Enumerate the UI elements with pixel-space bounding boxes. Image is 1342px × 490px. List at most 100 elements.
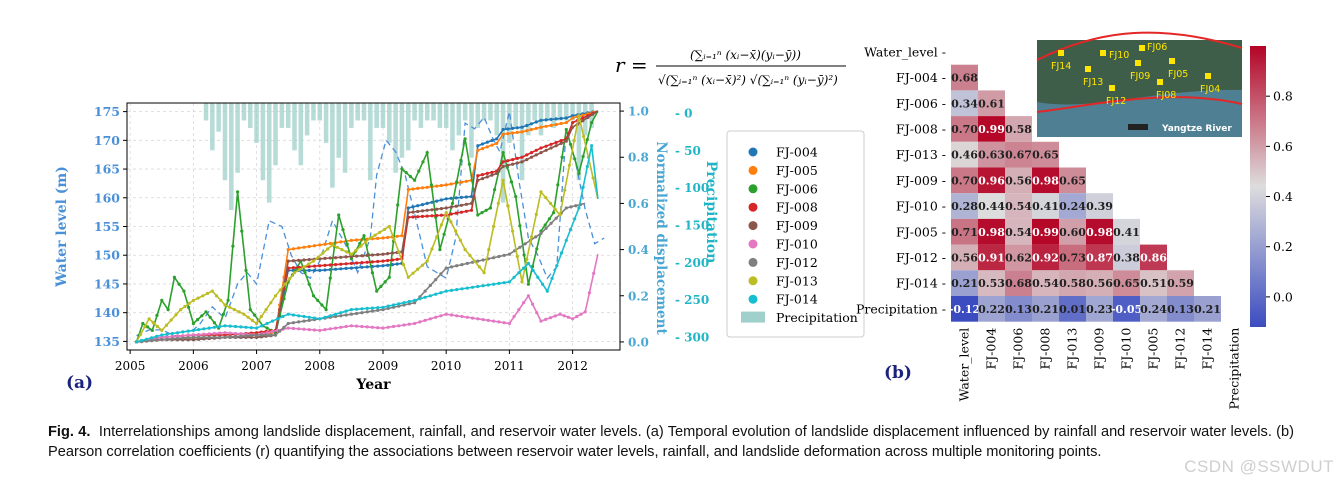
precipitation-bar xyxy=(551,103,556,128)
series-marker-FJ-012 xyxy=(255,333,259,337)
heatmap-col-label: FJ-012 xyxy=(1173,328,1188,370)
legend-marker-FJ-010 xyxy=(748,239,758,249)
series-marker-FJ-008 xyxy=(544,144,548,148)
series-marker-FJ-010 xyxy=(492,319,496,323)
series-marker-FJ-014 xyxy=(455,288,459,292)
series-marker-FJ-013 xyxy=(179,308,183,312)
legend-marker-FJ-004 xyxy=(748,147,758,157)
y-right1-tick-label: 0.2 xyxy=(628,289,649,303)
series-marker-FJ-005 xyxy=(318,243,322,247)
precipitation-bar xyxy=(374,103,379,128)
boat-icon xyxy=(1128,124,1148,130)
series-marker-FJ-014 xyxy=(444,289,448,293)
heatmap-cell xyxy=(1032,141,1059,168)
series-marker-FJ-010 xyxy=(522,301,526,305)
series-marker-FJ-013 xyxy=(492,224,496,229)
series-marker-FJ-008 xyxy=(439,213,443,217)
heatmap-col-label: FJ-006 xyxy=(1011,328,1026,370)
legend-marker-FJ-008 xyxy=(748,202,758,212)
series-marker-FJ-014 xyxy=(276,317,280,321)
heatmap-col-label: FJ-010 xyxy=(1119,328,1134,370)
series-marker-FJ-013 xyxy=(534,212,538,216)
series-marker-FJ-006 xyxy=(345,242,349,246)
series-marker-FJ-010 xyxy=(212,331,216,336)
series-marker-FJ-013 xyxy=(392,237,396,241)
monitoring-point-label: FJ12 xyxy=(1106,96,1126,107)
series-marker-FJ-014 xyxy=(573,217,577,221)
precipitation-bar xyxy=(235,103,240,173)
series-marker-FJ-014 xyxy=(531,268,535,272)
series-marker-FJ-005 xyxy=(449,182,453,186)
legend-marker-FJ-006 xyxy=(748,184,758,194)
series-marker-FJ-006 xyxy=(552,211,556,215)
heatmap-col-label: FJ-013 xyxy=(1065,328,1080,370)
series-marker-FJ-009 xyxy=(255,335,259,339)
series-marker-FJ-008 xyxy=(307,264,311,269)
series-marker-FJ-013 xyxy=(330,243,334,247)
series-marker-FJ-013 xyxy=(487,248,491,252)
series-marker-FJ-013 xyxy=(269,301,273,305)
series-marker-FJ-013 xyxy=(316,255,320,259)
series-marker-FJ-010 xyxy=(571,317,575,321)
precipitation-bar xyxy=(323,103,329,143)
heatmap-cell-value: 0.24 xyxy=(1059,200,1086,213)
series-marker-FJ-013 xyxy=(411,271,415,275)
series-marker-FJ-014 xyxy=(249,326,253,330)
series-marker-FJ-006 xyxy=(417,169,421,173)
series-marker-FJ-010 xyxy=(583,310,587,314)
series-marker-FJ-014 xyxy=(186,329,190,333)
heatmap-cell xyxy=(1113,244,1140,271)
series-marker-FJ-009 xyxy=(297,258,301,262)
series-marker-FJ-013 xyxy=(439,223,443,227)
series-marker-FJ-013 xyxy=(242,312,246,316)
series-marker-FJ-008 xyxy=(312,264,317,268)
series-marker-FJ-013 xyxy=(364,240,368,244)
series-marker-FJ-004 xyxy=(485,140,489,144)
series-marker-FJ-004 xyxy=(449,196,453,200)
series-marker-FJ-010 xyxy=(502,321,506,325)
heatmap-col-label: FJ-005 xyxy=(1146,328,1161,370)
series-marker-FJ-014 xyxy=(134,340,139,344)
series-marker-FJ-010 xyxy=(270,329,274,334)
series-marker-FJ-009 xyxy=(328,256,332,260)
map-inset-photo: FJ06 FJ10 FJ14 FJ13 FJ09 FJ05 FJ12 FJ08 FJ04 Yang… xyxy=(1036,31,1243,137)
series-marker-FJ-004 xyxy=(571,114,575,118)
landslide-boundary-bottom xyxy=(1036,96,1243,113)
series-marker-FJ-014 xyxy=(355,307,359,311)
formula-lhs: r = xyxy=(615,53,648,77)
series-marker-FJ-014 xyxy=(545,289,549,293)
series-marker-FJ-014 xyxy=(291,313,295,317)
monitoring-point-label: FJ04 xyxy=(1200,84,1220,95)
heatmap-cell-value: 0.53 xyxy=(978,277,1005,290)
series-marker-FJ-010 xyxy=(181,334,185,338)
series-marker-FJ-013 xyxy=(255,321,259,326)
series-marker-FJ-005 xyxy=(416,186,420,190)
series-marker-FJ-008 xyxy=(459,210,463,214)
series-marker-FJ-008 xyxy=(420,214,425,218)
series-marker-FJ-014 xyxy=(486,283,490,287)
heatmap-cell-value: 0.23 xyxy=(1086,303,1113,316)
series-marker-FJ-006 xyxy=(518,224,522,228)
series-marker-FJ-012 xyxy=(155,338,159,342)
series-marker-FJ-006 xyxy=(547,217,552,221)
series-marker-FJ-008 xyxy=(485,171,489,175)
series-marker-FJ-012 xyxy=(186,336,190,340)
series-marker-FJ-013 xyxy=(383,227,387,231)
series-marker-FJ-012 xyxy=(402,303,406,307)
series-marker-FJ-006 xyxy=(387,275,391,279)
series-marker-FJ-013 xyxy=(335,245,339,249)
series-marker-FJ-014 xyxy=(160,333,164,337)
series-marker-FJ-013 xyxy=(463,248,467,252)
series-marker-FJ-006 xyxy=(480,211,484,215)
precipitation-bar xyxy=(513,103,518,128)
series-marker-FJ-014 xyxy=(428,294,432,298)
series-marker-FJ-010 xyxy=(197,333,201,337)
series-marker-FJ-005 xyxy=(559,121,563,126)
series-marker-FJ-012 xyxy=(569,205,573,209)
series-marker-FJ-004 xyxy=(529,122,534,126)
series-marker-FJ-013 xyxy=(151,321,155,325)
series-marker-FJ-010 xyxy=(423,318,427,322)
series-marker-FJ-013 xyxy=(406,275,410,279)
series-marker-FJ-012 xyxy=(264,333,268,337)
precipitation-bar xyxy=(342,103,348,173)
